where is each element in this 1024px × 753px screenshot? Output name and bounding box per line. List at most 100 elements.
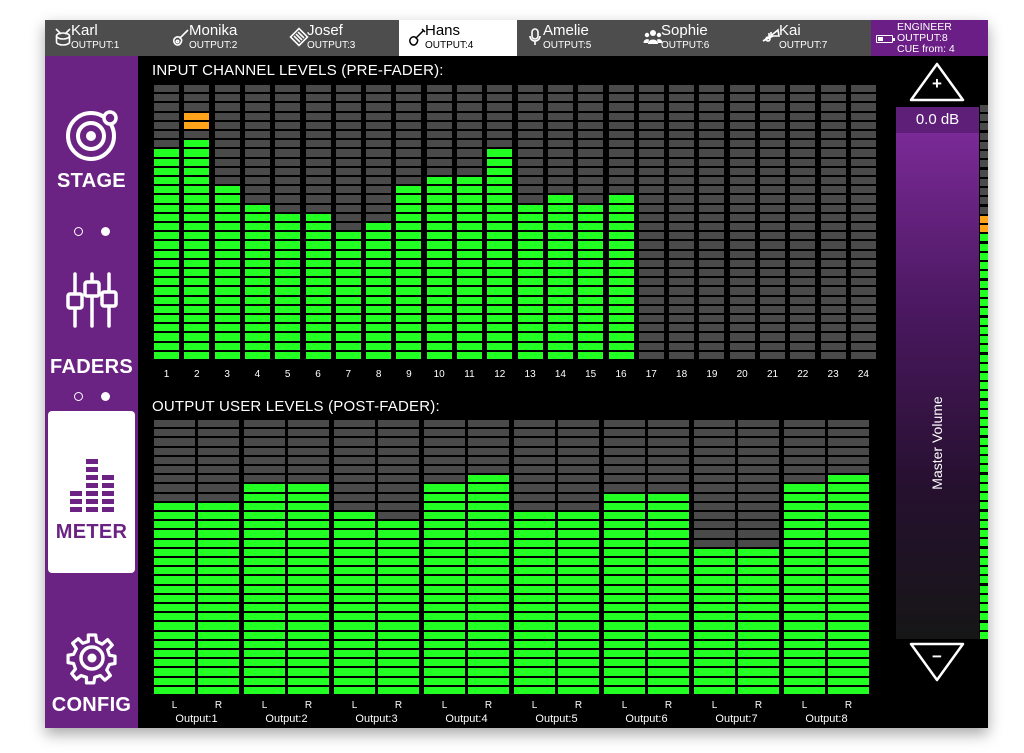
meter-segment — [468, 677, 509, 685]
meter-segment — [729, 278, 755, 286]
user-tab-sophie[interactable]: Sophie OUTPUT:6 — [635, 20, 753, 56]
user-tab-monika[interactable]: Monika OUTPUT:2 — [163, 20, 281, 56]
meter-segment — [396, 149, 422, 157]
meter-segment — [184, 351, 210, 359]
meter-segment — [729, 158, 755, 166]
master-volume-label: Master Volume — [929, 396, 945, 490]
volume-up-button[interactable]: + — [908, 61, 966, 103]
meter-segment — [154, 420, 195, 428]
meter-segment — [244, 594, 285, 602]
meter-segment — [694, 466, 735, 474]
meter-segment — [366, 195, 392, 203]
meter-segment — [694, 420, 735, 428]
meter-segment — [184, 278, 210, 286]
meter-segment — [669, 204, 695, 212]
meter-segment — [244, 204, 270, 212]
user-tab-amelie[interactable]: Amelie OUTPUT:5 — [517, 20, 635, 56]
meter-segment — [729, 85, 755, 93]
meter-segment — [980, 502, 988, 510]
meter-segment — [604, 420, 645, 428]
left-channel-label: L — [351, 700, 358, 711]
meter-segment — [335, 333, 361, 341]
meter-segment — [334, 576, 375, 584]
meter-segment — [396, 186, 422, 194]
meter-segment — [184, 131, 210, 139]
meter-segment — [608, 223, 634, 231]
meter-segment — [558, 631, 599, 639]
meter-segment — [760, 315, 785, 323]
nav-faders-button[interactable]: FADERS — [48, 256, 135, 386]
meter-segment — [694, 686, 735, 694]
meter-segment — [828, 576, 869, 584]
meter-segment — [699, 351, 725, 359]
meter-segment — [244, 539, 285, 547]
meter-segment — [378, 558, 419, 566]
meter-segment — [638, 269, 664, 277]
meter-segment — [275, 333, 301, 341]
meter-segment — [547, 112, 573, 120]
meter-segment — [980, 354, 988, 362]
meter-segment — [487, 333, 513, 341]
meter-segment — [784, 438, 825, 446]
meter-segment — [760, 140, 785, 148]
meter-segment — [980, 206, 988, 214]
channel-number: 17 — [645, 369, 657, 380]
meter-segment — [699, 140, 725, 148]
meter-segment — [578, 121, 604, 129]
trumpet-icon — [761, 27, 781, 47]
meter-segment — [514, 659, 555, 667]
meter-segment — [275, 103, 301, 111]
meter-segment — [396, 167, 422, 175]
meter-segment — [699, 296, 725, 304]
meter-segment — [154, 269, 179, 277]
user-tab-karl[interactable]: Karl OUTPUT:1 — [45, 20, 163, 56]
meter-segment — [424, 594, 465, 602]
nav-stage-button[interactable]: STAGE — [48, 94, 135, 224]
volume-down-button[interactable]: − — [908, 641, 966, 683]
meter-segment — [820, 149, 846, 157]
meter-segment — [214, 241, 240, 249]
meter-segment — [784, 466, 825, 474]
user-tab-hans[interactable]: Hans OUTPUT:4 — [399, 20, 517, 56]
meter-segment — [820, 287, 846, 295]
meter-segment — [396, 241, 422, 249]
meter-segment — [980, 465, 988, 473]
nav-meter-button[interactable]: METER — [48, 411, 135, 573]
meter-segment — [699, 315, 725, 323]
meter-segment — [154, 278, 179, 286]
user-tab-kai[interactable]: Kai OUTPUT:7 — [753, 20, 871, 56]
meter-segment — [244, 530, 285, 538]
meter-segment — [699, 204, 725, 212]
meter-segment — [288, 420, 329, 428]
meter-segment — [648, 484, 689, 492]
meter-segment — [334, 521, 375, 529]
faders-page-dots — [45, 392, 138, 401]
meter-segment — [396, 177, 422, 185]
meter-segment — [378, 475, 419, 483]
meter-segment — [980, 373, 988, 380]
meter-segment — [694, 622, 735, 630]
meter-segment — [638, 305, 664, 313]
meter-segment — [784, 622, 825, 630]
meter-segment — [828, 604, 869, 612]
meter-segment — [980, 474, 988, 482]
meter-segment — [154, 548, 195, 556]
meter-segment — [378, 594, 419, 602]
nav-config-button[interactable]: CONFIG — [48, 616, 135, 726]
meter-segment — [694, 668, 735, 676]
meter-segment — [547, 94, 573, 102]
master-volume-slider[interactable]: Master Volume — [896, 133, 979, 639]
meter-segment — [154, 512, 195, 520]
user-tab-josef[interactable]: Josef OUTPUT:3 — [281, 20, 399, 56]
meter-segment — [699, 112, 725, 120]
meter-segment — [850, 177, 876, 185]
stage-page-dots — [45, 227, 138, 236]
meter-segment — [184, 269, 210, 277]
meter-segment — [335, 94, 361, 102]
user-name: Karl — [71, 22, 98, 39]
engineer-tab[interactable]: ENGINEER OUTPUT:8 CUE from: 4 — [871, 20, 988, 56]
meter-segment — [468, 512, 509, 520]
meter-segment — [288, 548, 329, 556]
meter-segment — [335, 351, 361, 359]
meter-segment — [784, 650, 825, 658]
